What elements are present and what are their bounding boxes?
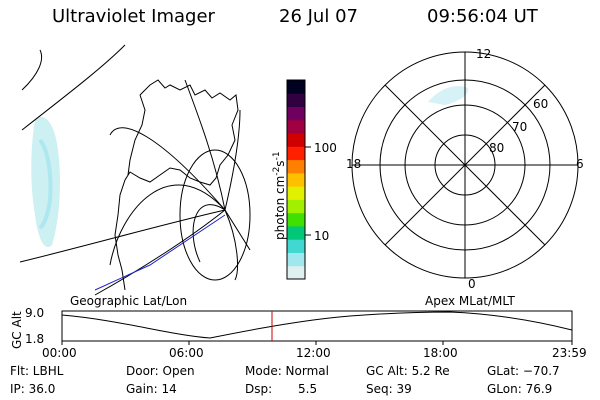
dsp-value: 5.5	[298, 382, 318, 396]
colorbar-segment	[287, 133, 305, 147]
polar-plot	[351, 51, 579, 279]
date-label: 26 Jul 07	[279, 6, 358, 27]
colorbar-segment	[287, 106, 305, 121]
mlt-label-6: 6	[576, 157, 584, 171]
altitude-plot	[61, 310, 573, 345]
colorbar-segment	[287, 172, 305, 187]
unit-sup2: -1	[272, 151, 282, 161]
satellite-track	[94, 214, 226, 291]
mode-status: Mode: Normal	[245, 364, 329, 378]
coastline	[114, 79, 239, 291]
colorbar-segment	[287, 186, 305, 200]
alt-xtick-1800: 18:00	[423, 346, 458, 360]
alt-ylabel: GC Alt	[10, 311, 24, 349]
alt-xtick-2359: 23:59	[552, 346, 587, 360]
alt-ytick-min: 1.8	[25, 332, 45, 346]
alt-xtick-0600: 06:00	[169, 346, 204, 360]
colorbar-segment	[287, 119, 305, 134]
alt-xtick-0000: 00:00	[42, 346, 77, 360]
colorbar-segment	[287, 80, 305, 94]
mlt-label-18: 18	[346, 157, 362, 171]
colorbar-segment	[287, 199, 305, 214]
geo-panel-label: Geographic Lat/Lon	[70, 294, 188, 308]
alt-ytick-max: 9.0	[25, 306, 45, 320]
colorbar-segment	[287, 265, 305, 280]
glat-status: GLat: −70.7	[487, 364, 560, 378]
lat-label-60: 60	[533, 97, 549, 111]
gain-status: Gain: 14	[126, 382, 177, 396]
dsp-label: Dsp:	[245, 382, 273, 396]
alt-xtick-1200: 12:00	[296, 346, 331, 360]
unit-s: s	[273, 160, 287, 167]
colorbar-segment	[287, 159, 305, 174]
colorbar-segment	[287, 93, 305, 108]
filter-status: Flt: LBHL	[10, 364, 64, 378]
instrument-title: Ultraviolet Imager	[52, 6, 215, 27]
time-label: 09:56:04 UT	[427, 6, 538, 27]
unit-sup1: -2	[272, 166, 282, 176]
polar-panel-label: Apex MLat/MLT	[425, 294, 515, 308]
unit-main: photon cm	[273, 175, 287, 240]
colorbar-frame	[286, 79, 306, 280]
lat-label-80: 80	[489, 141, 505, 155]
colorbar-segment	[287, 146, 305, 161]
geographic-map	[19, 44, 251, 296]
glon-status: GLon: 76.9	[487, 382, 553, 396]
polar-aurora	[428, 86, 469, 105]
colorbar-segment	[287, 252, 305, 267]
gc-alt-status: GC Alt: 5.2 Re	[366, 364, 450, 378]
mlt-label-12: 12	[476, 47, 492, 61]
colorbar-segment	[287, 225, 305, 240]
colorbar-unit: photon cm-2s-1	[272, 151, 287, 240]
altitude-curve	[61, 311, 573, 339]
seq-status: Seq: 39	[366, 382, 412, 396]
lat-label-70: 70	[512, 120, 528, 134]
colorbar-segment	[287, 212, 305, 227]
colorbar-tick-100: 100	[314, 141, 337, 155]
colorbar	[287, 80, 305, 280]
aurora-patch	[31, 116, 60, 247]
ip-status: IP: 36.0	[10, 382, 56, 396]
door-status: Door: Open	[126, 364, 195, 378]
colorbar-segment	[287, 239, 305, 253]
mlt-label-0: 0	[468, 277, 476, 291]
colorbar-tick-10: 10	[314, 229, 330, 243]
